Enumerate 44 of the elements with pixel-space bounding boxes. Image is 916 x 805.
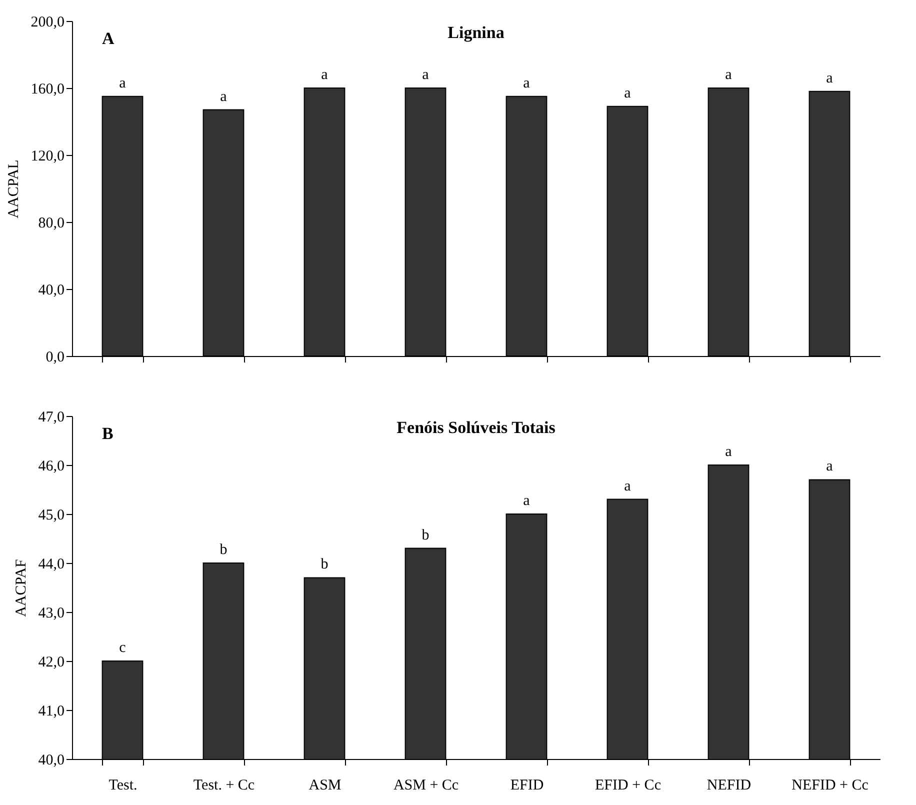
- data-label: a: [725, 67, 732, 83]
- y-tick-label: 44,0: [38, 556, 64, 572]
- y-tick-label: 120,0: [30, 148, 64, 164]
- y-axis-title: AACPAL: [6, 160, 22, 218]
- data-label: b: [422, 527, 430, 544]
- x-tick-label: EFID + Cc: [595, 778, 662, 794]
- x-tick-label: EFID: [510, 778, 544, 794]
- data-label: a: [826, 458, 834, 475]
- y-tick-label: 40,0: [38, 752, 64, 768]
- data-label: b: [320, 556, 328, 573]
- data-label: b: [220, 542, 228, 558]
- annotation: B: [102, 424, 114, 443]
- y-tick-label: 46,0: [38, 458, 64, 474]
- chart-title: Lignina: [448, 23, 505, 42]
- y-tick-label: 40,0: [38, 282, 64, 298]
- x-tick-label: Test. + Cc: [193, 778, 255, 794]
- x-tick-label: ASM + Cc: [393, 778, 459, 794]
- y-tick-label: 200,0: [30, 14, 64, 30]
- y-tick-label: 80,0: [38, 216, 64, 232]
- data-label: c: [119, 640, 126, 656]
- x-tick-label: NEFID + Cc: [792, 778, 869, 794]
- y-tick-label: 41,0: [38, 704, 64, 720]
- data-label: a: [725, 444, 732, 460]
- chart-title: Fenóis Solúveis Totais: [396, 418, 556, 437]
- data-label: a: [422, 67, 430, 83]
- y-tick-label: 0,0: [46, 350, 64, 366]
- data-label: a: [321, 67, 328, 83]
- data-label: a: [624, 478, 632, 494]
- data-label: a: [119, 75, 126, 92]
- data-label: a: [523, 75, 530, 92]
- data-label: a: [826, 70, 834, 86]
- data-label: a: [523, 493, 530, 509]
- x-tick-label: Test.: [108, 778, 138, 794]
- y-tick-label: 47,0: [38, 410, 64, 426]
- x-tick-label: NEFID: [706, 778, 752, 794]
- x-tick-label: ASM: [308, 778, 342, 794]
- y-tick-label: 43,0: [38, 606, 64, 622]
- y-axis-title: AACPAF: [13, 559, 30, 617]
- data-label: a: [624, 85, 632, 102]
- annotation: A: [102, 29, 115, 48]
- y-tick-label: 42,0: [38, 654, 64, 670]
- data-label: a: [220, 88, 228, 105]
- y-tick-label: 160,0: [30, 82, 64, 98]
- y-tick-label: 45,0: [38, 508, 64, 524]
